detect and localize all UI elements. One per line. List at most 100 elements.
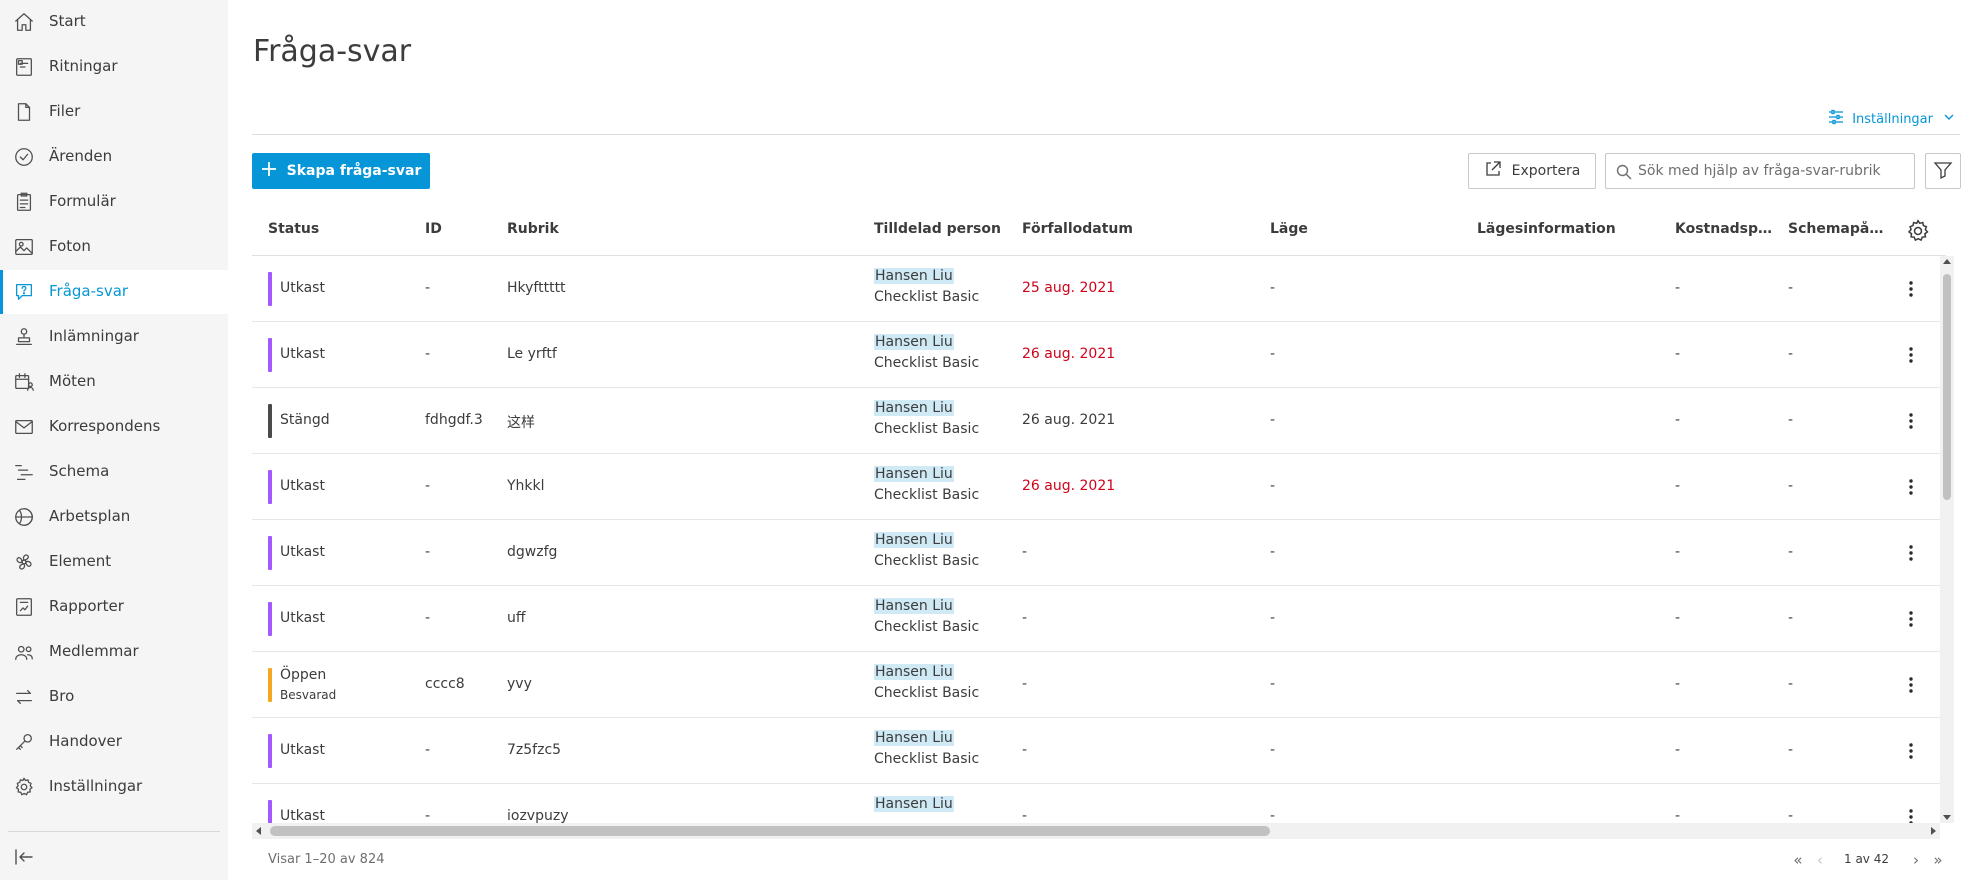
sidebar-item-members[interactable]: Medlemmar — [0, 630, 228, 674]
sidebar-item-report[interactable]: Rapporter — [0, 585, 228, 629]
sidebar-item-file[interactable]: Filer — [0, 90, 228, 134]
create-rfi-button[interactable]: Skapa fråga-svar — [252, 153, 430, 189]
status-indicator — [268, 470, 272, 504]
table-row[interactable]: Utkast - dgwzfg Hansen Liu Checklist Basic - -… — [252, 520, 1946, 586]
filter-button[interactable] — [1925, 153, 1961, 189]
sidebar-item-label: Inlämningar — [49, 327, 139, 345]
mail-icon — [12, 415, 36, 439]
sidebar-item-workplan[interactable]: Arbetsplan — [0, 495, 228, 539]
assignee-role: Checklist Basic — [874, 751, 980, 767]
more-vertical-icon — [1909, 743, 1913, 759]
status-label: Öppen — [280, 667, 327, 683]
sidebar-item-mail[interactable]: Korrespondens — [0, 405, 228, 449]
column-header[interactable]: Rubrik — [507, 221, 559, 237]
column-header[interactable]: Kostnadspå... — [1675, 221, 1775, 237]
sidebar-item-gear[interactable]: Inställningar — [0, 765, 228, 809]
row-more-button[interactable] — [1897, 341, 1925, 369]
sidebar-item-home[interactable]: Start — [0, 0, 228, 44]
sidebar-item-element[interactable]: Element — [0, 540, 228, 584]
filter-icon — [1933, 160, 1953, 183]
horizontal-scroll-thumb[interactable] — [270, 826, 1270, 836]
vertical-scrollbar[interactable] — [1940, 256, 1954, 823]
table-row[interactable]: Utkast - 7z5fzc5 Hansen Liu Checklist Basic -… — [252, 718, 1946, 784]
location: - — [1270, 346, 1276, 362]
status-indicator — [268, 338, 272, 372]
sidebar-item-schedule[interactable]: Schema — [0, 450, 228, 494]
status-sublabel: Besvarad — [280, 688, 337, 702]
column-header[interactable]: Tilldelad person — [874, 221, 1001, 237]
scroll-down-icon[interactable] — [1943, 815, 1951, 820]
horizontal-scrollbar[interactable] — [252, 823, 1940, 839]
prev-page-icon[interactable]: ‹ — [1817, 851, 1823, 869]
rfi-id: - — [425, 478, 431, 494]
assignee-name: Hansen Liu — [874, 598, 954, 614]
search-input[interactable] — [1606, 154, 1914, 188]
sidebar-item-key[interactable]: Handover — [0, 720, 228, 764]
next-page-icon[interactable]: › — [1913, 851, 1919, 869]
scroll-left-icon[interactable] — [256, 827, 261, 835]
table-row[interactable]: Stängd fdhgdf.3 这样 Hansen Liu Checklist Basi… — [252, 388, 1946, 454]
sidebar-item-check-circle[interactable]: Ärenden — [0, 135, 228, 179]
more-vertical-icon — [1909, 611, 1913, 627]
sidebar-item-stamp[interactable]: Inlämningar — [0, 315, 228, 359]
cost-impact: - — [1675, 412, 1681, 428]
row-more-button[interactable] — [1897, 737, 1925, 765]
table-row[interactable]: Öppen Besvarad cccc8 yvy Hansen Liu Checklist… — [252, 652, 1946, 718]
collapse-sidebar-button[interactable] — [12, 845, 36, 869]
sidebar-item-label: Korrespondens — [49, 417, 161, 435]
rfi-title: Le yrftf — [507, 346, 557, 362]
status-indicator — [268, 536, 272, 570]
row-more-button[interactable] — [1897, 605, 1925, 633]
scroll-right-icon[interactable] — [1931, 827, 1936, 835]
table-row[interactable]: Utkast - Yhkkl Hansen Liu Checklist Basic 26 … — [252, 454, 1946, 520]
export-button[interactable]: Exportera — [1468, 153, 1596, 189]
status-label: Stängd — [280, 412, 330, 428]
due-date: 26 aug. 2021 — [1022, 346, 1116, 362]
sidebar-item-clipboard[interactable]: Formulär — [0, 180, 228, 224]
column-settings-button[interactable] — [1905, 218, 1931, 244]
scroll-up-icon[interactable] — [1943, 259, 1951, 264]
sidebar-item-label: Fråga-svar — [49, 282, 129, 300]
sidebar-item-sheets[interactable]: Ritningar — [0, 45, 228, 89]
column-header[interactable]: Förfallodatum — [1022, 221, 1133, 237]
row-more-button[interactable] — [1897, 539, 1925, 567]
first-page-icon[interactable]: « — [1793, 851, 1803, 869]
row-more-button[interactable] — [1897, 407, 1925, 435]
rfi-title: 7z5fzc5 — [507, 742, 562, 758]
table-row[interactable]: Utkast - Hkyfttttt Hansen Liu Checklist Basi… — [252, 256, 1946, 322]
settings-dropdown[interactable]: Inställningar — [1828, 109, 1957, 129]
sidebar-item-question-bubble[interactable]: Fråga-svar — [0, 270, 228, 314]
sidebar-item-bridge[interactable]: Bro — [0, 675, 228, 719]
sidebar-item-label: Möten — [49, 372, 96, 390]
column-header[interactable]: Schemapåver... — [1788, 221, 1888, 237]
column-header[interactable]: Status — [268, 221, 320, 237]
row-more-button[interactable] — [1897, 473, 1925, 501]
table-row[interactable]: Utkast - iozvpuzy Hansen Liu - - - - — [252, 784, 1946, 823]
status-indicator — [268, 800, 272, 823]
assignee-role: Checklist Basic — [874, 289, 980, 305]
rfi-id: cccc8 — [425, 676, 465, 692]
row-more-button[interactable] — [1897, 803, 1925, 823]
table-row[interactable]: Utkast - Le yrftf Hansen Liu Checklist Basic… — [252, 322, 1946, 388]
more-vertical-icon — [1909, 545, 1913, 561]
column-header[interactable]: ID — [425, 221, 442, 237]
sidebar-item-calendar-people[interactable]: Möten — [0, 360, 228, 404]
row-more-button[interactable] — [1897, 275, 1925, 303]
last-page-icon[interactable]: » — [1933, 851, 1943, 869]
status-indicator — [268, 668, 272, 702]
table-row[interactable]: Utkast - uff Hansen Liu Checklist Basic - - - - — [252, 586, 1946, 652]
sidebar-item-photo[interactable]: Foton — [0, 225, 228, 269]
sidebar-item-label: Schema — [49, 462, 110, 480]
row-more-button[interactable] — [1897, 671, 1925, 699]
due-date: - — [1022, 676, 1028, 692]
column-header[interactable]: Lägesinformation — [1477, 221, 1616, 237]
sliders-icon — [1828, 109, 1844, 129]
schedule-impact: - — [1788, 544, 1794, 560]
collapse-sidebar-icon — [15, 849, 33, 865]
vertical-scroll-thumb[interactable] — [1943, 274, 1951, 500]
schedule-impact: - — [1788, 808, 1794, 823]
due-date: - — [1022, 610, 1028, 626]
more-vertical-icon — [1909, 281, 1913, 297]
create-rfi-label: Skapa fråga-svar — [286, 163, 422, 179]
column-header[interactable]: Läge — [1270, 221, 1308, 237]
